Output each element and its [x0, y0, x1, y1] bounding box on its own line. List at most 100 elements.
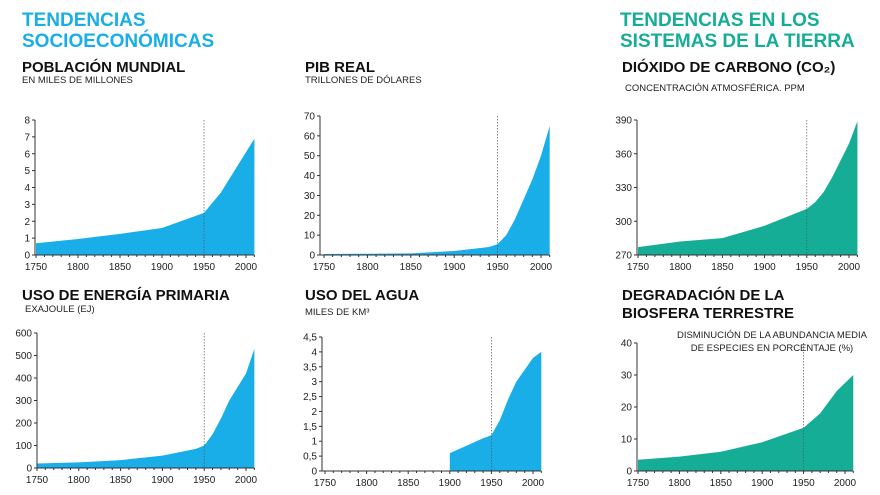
y-tick-label: 390 — [615, 116, 632, 127]
x-tick-label: 1850 — [109, 262, 132, 273]
y-tick-label: 0 — [24, 251, 30, 262]
x-tick-label: 1900 — [151, 475, 174, 486]
y-tick-label: 200 — [15, 419, 32, 430]
y-tick-label: 0,5 — [303, 452, 317, 463]
y-tick-label: 1,5 — [303, 422, 317, 433]
earth-header-line1: TENDENCIAS EN LOS — [620, 10, 820, 31]
x-tick-label: 2000 — [235, 262, 258, 273]
area-series — [324, 125, 550, 255]
x-tick-label: 1900 — [753, 262, 776, 273]
chart-subtitle: CONCENTRACIÓN ATMOSFÉRICA. PPM — [625, 83, 805, 94]
y-tick-label: 20 — [304, 211, 316, 222]
x-tick-label: 2000 — [838, 262, 861, 273]
socio-header: TENDENCIAS SOCIOECONÓMICAS — [22, 10, 214, 52]
x-tick-label: 1850 — [711, 262, 734, 273]
y-tick-label: 1 — [311, 437, 317, 448]
x-tick-label: 1950 — [796, 262, 819, 273]
y-tick-label: 3 — [24, 200, 30, 211]
area-series — [638, 375, 854, 471]
x-tick-label: 1850 — [397, 478, 420, 489]
chart-subtitle: TRILLONES DE DÓLARES — [305, 75, 422, 86]
chart-title: PIB REAL — [305, 59, 376, 76]
x-tick-label: 1800 — [355, 478, 378, 489]
socio-header-line1: TENDENCIAS — [22, 10, 146, 31]
x-tick-label: 1750 — [25, 262, 48, 273]
y-tick-label: 4 — [24, 183, 30, 194]
y-tick-label: 0 — [626, 467, 632, 478]
y-tick-label: 0 — [309, 251, 315, 262]
y-tick-label: 400 — [15, 374, 32, 385]
x-tick-label: 1800 — [68, 475, 91, 486]
y-tick-label: 20 — [621, 403, 633, 414]
chart-title: USO DE ENERGÍA PRIMARIA — [22, 287, 230, 304]
x-tick-label: 1950 — [480, 478, 503, 489]
y-tick-label: 4,5 — [303, 333, 317, 344]
x-tick-label: 1950 — [193, 262, 216, 273]
y-tick-label: 10 — [621, 435, 633, 446]
area-series — [638, 121, 858, 255]
x-tick-label: 1750 — [313, 262, 336, 273]
y-tick-label: 0 — [311, 467, 317, 478]
x-tick-label: 1850 — [109, 475, 132, 486]
x-tick-label: 2000 — [235, 475, 258, 486]
earth-header: TENDENCIAS EN LOS SISTEMAS DE LA TIERRA — [620, 10, 855, 52]
x-tick-label: 1950 — [792, 478, 815, 489]
y-tick-label: 330 — [615, 183, 632, 194]
socio-header-line2: SOCIOECONÓMICAS — [22, 31, 215, 52]
y-tick-label: 2 — [311, 407, 317, 418]
x-tick-label: 1750 — [26, 475, 49, 486]
y-tick-label: 30 — [304, 191, 316, 202]
y-tick-label: 3 — [311, 377, 317, 388]
x-tick-label: 1950 — [193, 475, 216, 486]
x-tick-label: 1750 — [627, 262, 650, 273]
x-tick-label: 1950 — [486, 262, 509, 273]
x-tick-label: 2000 — [522, 478, 545, 489]
y-tick-label: 50 — [304, 151, 316, 162]
y-tick-label: 300 — [615, 217, 632, 228]
chart-title: POBLACIÓN MUNDIAL — [22, 59, 186, 76]
y-tick-label: 70 — [304, 112, 316, 123]
x-tick-label: 1900 — [751, 478, 774, 489]
y-tick-label: 2 — [24, 217, 30, 228]
y-tick-label: 30 — [621, 371, 633, 382]
y-tick-label: 0 — [26, 464, 32, 475]
chart-title: DEGRADACIÓN DE LA BIOSFERA TERRESTRE — [622, 287, 794, 322]
x-tick-label: 1750 — [314, 478, 337, 489]
y-tick-label: 8 — [24, 116, 30, 127]
x-tick-label: 1800 — [668, 478, 691, 489]
earth-header-line2: SISTEMAS DE LA TIERRA — [620, 31, 855, 52]
x-tick-label: 2000 — [530, 262, 553, 273]
chart-title: DIÓXIDO DE CARBONO (CO₂) — [622, 59, 836, 76]
chart-subtitle: EN MILES DE MILLONES — [22, 75, 133, 86]
area-series — [37, 348, 255, 468]
chart-title: USO DEL AGUA — [305, 287, 420, 304]
y-tick-label: 5 — [24, 166, 30, 177]
y-tick-label: 270 — [615, 251, 632, 262]
y-tick-label: 1 — [24, 234, 30, 245]
y-tick-label: 2,5 — [303, 392, 317, 403]
chart-subtitle: DISMINUCIÓN DE LA ABUNDANCIA MEDIA DE ES… — [676, 330, 868, 354]
chart-subtitle: EXAJOULE (EJ) — [25, 304, 95, 315]
y-tick-label: 4 — [311, 347, 317, 358]
y-tick-label: 7 — [24, 132, 30, 143]
x-tick-label: 1900 — [443, 262, 466, 273]
x-tick-label: 1750 — [627, 478, 650, 489]
chart-subtitle: MILES DE KM³ — [305, 307, 370, 318]
x-tick-label: 1800 — [67, 262, 90, 273]
y-tick-label: 500 — [15, 351, 32, 362]
y-tick-label: 10 — [304, 231, 316, 242]
x-tick-label: 1900 — [439, 478, 462, 489]
x-tick-label: 1800 — [669, 262, 692, 273]
x-tick-label: 1850 — [710, 478, 733, 489]
area-series — [36, 138, 255, 255]
x-tick-label: 1800 — [356, 262, 379, 273]
y-tick-label: 6 — [24, 149, 30, 160]
y-tick-label: 40 — [304, 171, 316, 182]
x-tick-label: 2000 — [834, 478, 857, 489]
y-tick-label: 360 — [615, 149, 632, 160]
y-tick-label: 100 — [15, 441, 32, 452]
y-tick-label: 600 — [15, 329, 32, 340]
y-tick-label: 60 — [304, 131, 316, 142]
